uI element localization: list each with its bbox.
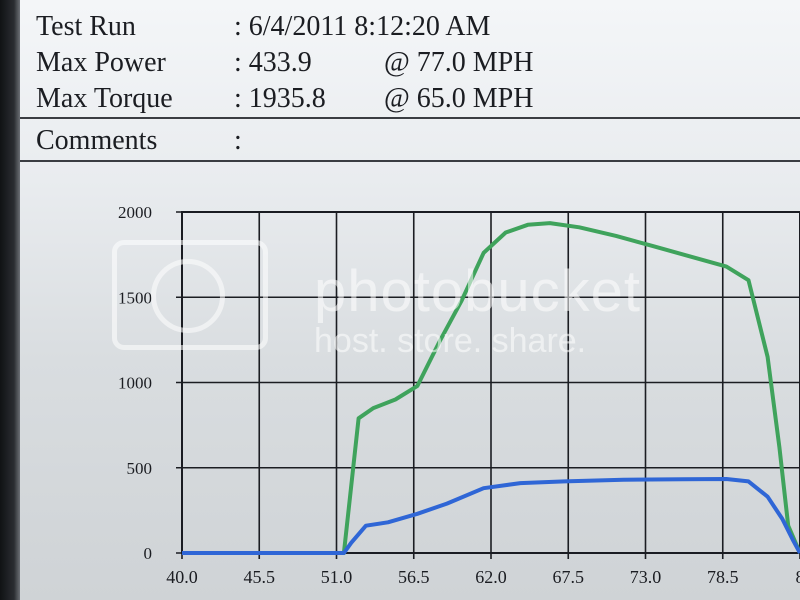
test-run-value: : 6/4/2011 8:12:20 AM [234, 11, 491, 42]
max-power-speed: @ 77.0 MPH [384, 47, 534, 78]
max-torque-speed: @ 65.0 MPH [384, 83, 534, 114]
x-tick-label: 45.5 [244, 567, 276, 587]
comments-value: : [234, 125, 242, 156]
y-tick-label: 500 [127, 459, 153, 478]
y-tick-label: 1500 [118, 288, 152, 307]
x-tick-label: 40.0 [166, 567, 198, 587]
x-tick-labels: 40.0 45.5 51.0 56.5 62.0 67.5 73.0 78.5 8 [166, 567, 800, 587]
binder-edge [0, 0, 20, 600]
chart-series [182, 221, 800, 555]
x-tick-label: 56.5 [398, 567, 430, 587]
y-tick-label: 2000 [118, 203, 152, 222]
max-torque-label: Max Torque [36, 83, 173, 114]
test-run-label: Test Run [36, 11, 136, 42]
x-tick-label: 73.0 [630, 567, 662, 587]
max-torque-value: : 1935.8 [234, 83, 326, 114]
y-tick-label: 1000 [118, 374, 152, 393]
max-power-label: Max Power [36, 47, 166, 78]
x-tick-label: 78.5 [707, 567, 739, 587]
y-tick-label: 0 [144, 544, 153, 563]
x-tick-label: 67.5 [553, 567, 585, 587]
max-power-value: : 433.9 [234, 47, 312, 78]
y-tick-labels: 0 500 1000 1500 2000 [118, 203, 152, 563]
comments-divider [20, 160, 800, 162]
header-divider [20, 117, 800, 119]
x-tick-label: 62.0 [475, 567, 507, 587]
x-tick-label: 8 [796, 567, 800, 587]
torque-curve [182, 221, 800, 555]
comments-label: Comments [36, 125, 158, 156]
power-curve [182, 477, 800, 555]
x-tick-label: 51.0 [321, 567, 353, 587]
chart-grid [176, 211, 800, 559]
